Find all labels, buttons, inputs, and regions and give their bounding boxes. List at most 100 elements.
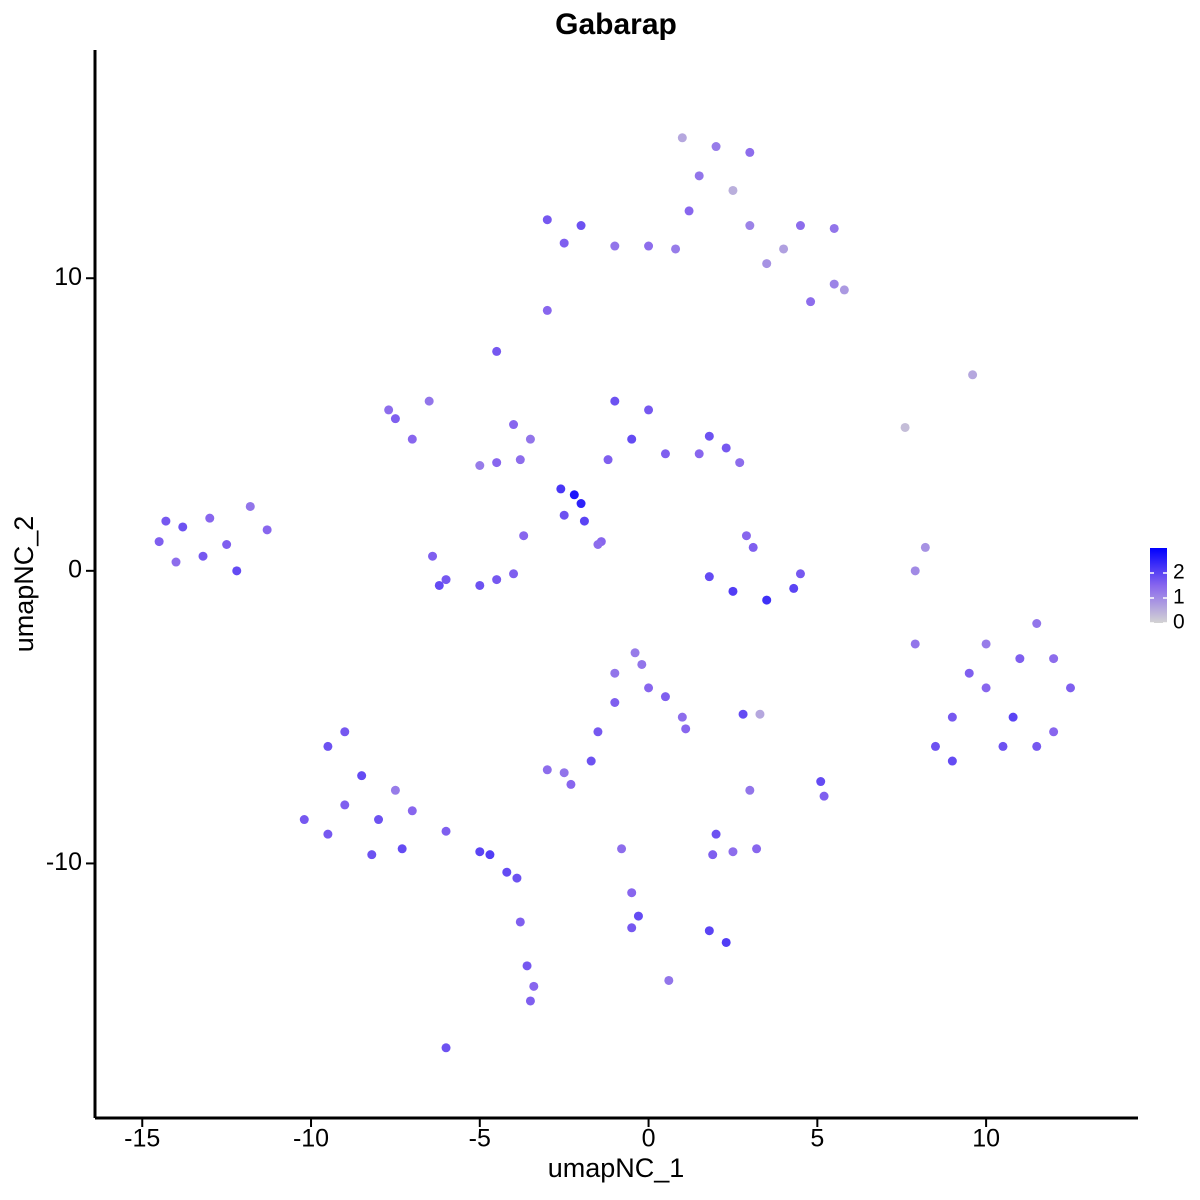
point xyxy=(704,926,714,936)
point xyxy=(407,806,417,816)
point xyxy=(222,539,232,549)
colorbar xyxy=(1150,548,1167,623)
point xyxy=(630,648,640,658)
x-tick-label: 0 xyxy=(642,1125,656,1153)
point xyxy=(627,434,637,444)
point xyxy=(829,223,839,233)
point xyxy=(900,422,910,432)
point xyxy=(576,499,586,509)
point xyxy=(603,455,613,465)
point xyxy=(708,850,718,860)
point xyxy=(627,923,637,933)
point xyxy=(502,867,512,877)
point xyxy=(1032,619,1042,629)
point xyxy=(637,659,647,669)
y-tick-label: 10 xyxy=(54,263,82,291)
point xyxy=(738,709,748,719)
colorbar-label: 0 xyxy=(1173,611,1185,634)
point xyxy=(475,460,485,470)
point xyxy=(677,712,687,722)
colorbar-label: 1 xyxy=(1173,586,1185,609)
point xyxy=(1008,712,1018,722)
chart-title: Gabarap xyxy=(555,8,677,41)
point xyxy=(428,551,438,561)
point xyxy=(816,777,826,787)
point xyxy=(704,431,714,441)
point xyxy=(509,420,519,430)
point xyxy=(745,147,755,157)
point xyxy=(610,241,620,251)
point xyxy=(522,961,532,971)
point xyxy=(441,575,451,585)
point xyxy=(434,580,444,590)
point xyxy=(735,458,745,468)
point xyxy=(910,566,920,576)
point xyxy=(390,785,400,795)
point xyxy=(681,724,691,734)
point xyxy=(610,668,620,678)
point xyxy=(998,741,1008,751)
point xyxy=(930,741,940,751)
point xyxy=(610,396,620,406)
point xyxy=(728,847,738,857)
point xyxy=(721,937,731,947)
point xyxy=(644,405,654,415)
point xyxy=(920,542,930,552)
point xyxy=(947,712,957,722)
point xyxy=(752,844,762,854)
point xyxy=(586,756,596,766)
point xyxy=(617,844,627,854)
point xyxy=(367,850,377,860)
point xyxy=(559,510,569,520)
point xyxy=(660,692,670,702)
point xyxy=(728,185,738,195)
point xyxy=(519,531,529,541)
point xyxy=(762,259,772,269)
point xyxy=(441,1043,451,1053)
x-tick-label: -10 xyxy=(293,1125,329,1153)
point xyxy=(694,171,704,181)
point xyxy=(704,572,714,582)
point xyxy=(711,142,721,152)
point xyxy=(964,668,974,678)
point xyxy=(829,279,839,289)
point xyxy=(593,539,603,549)
point xyxy=(569,490,579,500)
point xyxy=(154,537,164,547)
point xyxy=(542,765,552,775)
point xyxy=(644,683,654,693)
point xyxy=(1049,654,1059,664)
point xyxy=(178,522,188,532)
point xyxy=(407,434,417,444)
point xyxy=(374,815,384,825)
point xyxy=(245,501,255,511)
point xyxy=(556,484,566,494)
colorbar-label: 2 xyxy=(1173,561,1185,584)
point xyxy=(299,815,309,825)
point xyxy=(441,826,451,836)
y-tick-label: 0 xyxy=(68,555,82,583)
point xyxy=(198,551,208,561)
point xyxy=(819,791,829,801)
point xyxy=(684,206,694,216)
x-axis-label: umapNC_1 xyxy=(548,1153,685,1183)
x-tick-label: 5 xyxy=(810,1125,824,1153)
point xyxy=(1015,654,1025,664)
point xyxy=(728,586,738,596)
point xyxy=(542,305,552,315)
point xyxy=(492,346,502,356)
point xyxy=(576,221,586,231)
point xyxy=(633,911,643,921)
point xyxy=(910,639,920,649)
point xyxy=(795,569,805,579)
point xyxy=(789,583,799,593)
point xyxy=(627,888,637,898)
point xyxy=(694,449,704,459)
point xyxy=(711,829,721,839)
point xyxy=(610,698,620,708)
point xyxy=(475,580,485,590)
point xyxy=(795,221,805,231)
point xyxy=(323,741,333,751)
point xyxy=(579,516,589,526)
point xyxy=(644,241,654,251)
